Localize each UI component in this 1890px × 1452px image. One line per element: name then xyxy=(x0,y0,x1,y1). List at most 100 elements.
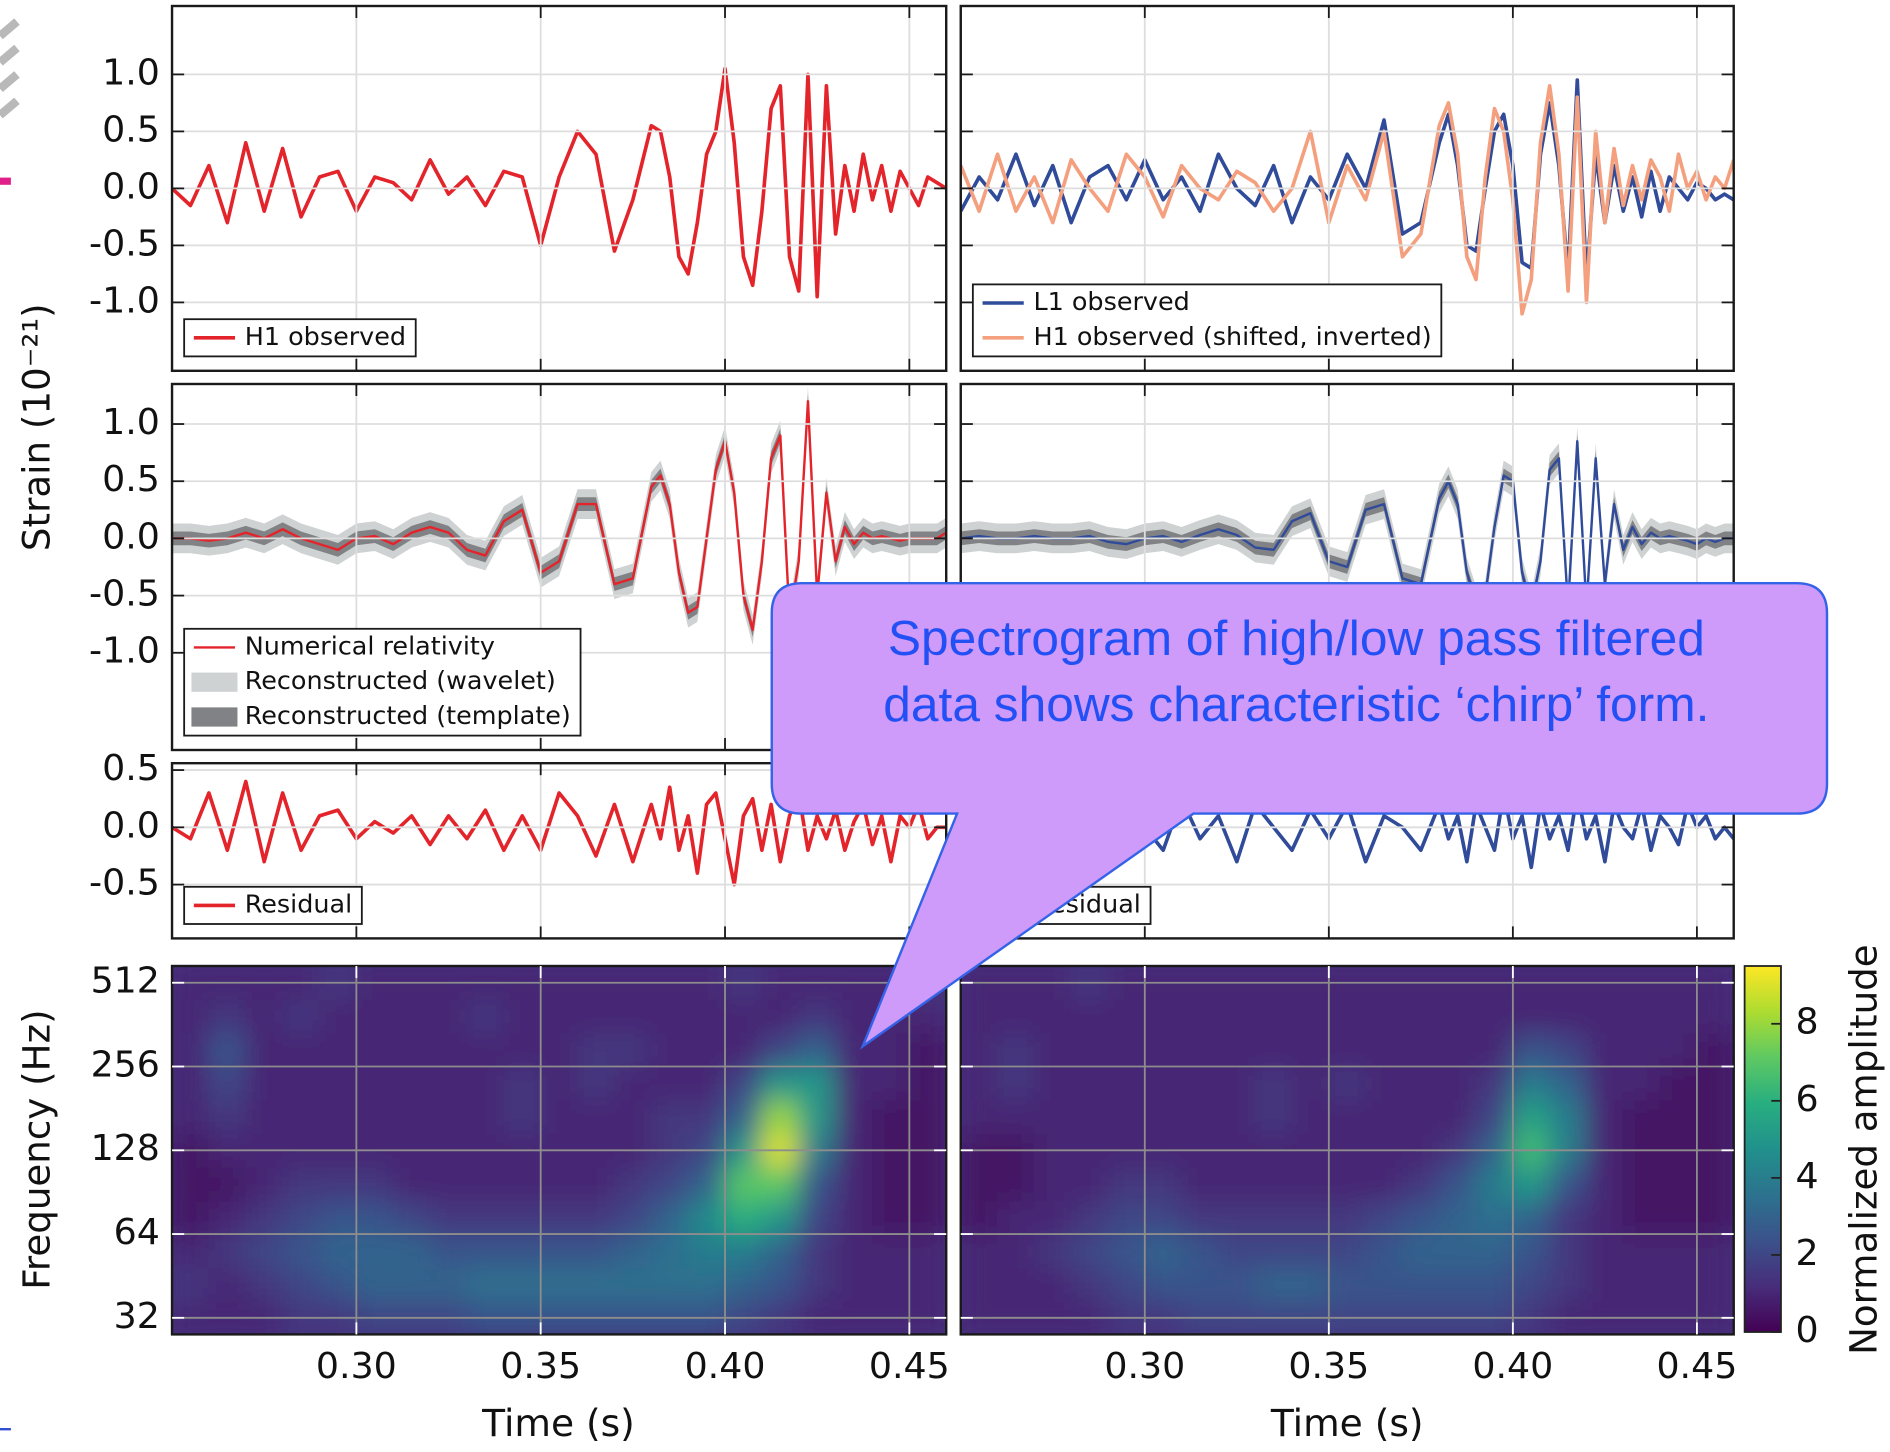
heatmap-cell xyxy=(540,1099,579,1135)
heatmap-cell xyxy=(613,1233,652,1269)
heatmap-cell xyxy=(996,1099,1035,1135)
heatmap-cell xyxy=(1585,1166,1624,1202)
heatmap-cell xyxy=(318,1065,357,1101)
heatmap-cell xyxy=(282,1200,321,1235)
heatmap-cell xyxy=(1180,998,1220,1034)
heatmap-cell xyxy=(172,1266,210,1302)
x-axis-label: Time (s) xyxy=(481,1401,635,1445)
heatmap-cell xyxy=(355,1233,394,1269)
plot-data xyxy=(960,966,1734,1335)
heatmap-cell xyxy=(687,1233,726,1269)
heatmap-cell xyxy=(761,1233,800,1269)
heatmap-cell xyxy=(282,998,321,1034)
heatmap-cell xyxy=(908,1233,947,1269)
heatmap-cell xyxy=(1144,1200,1183,1235)
edge-decor xyxy=(0,18,20,1431)
heatmap-cell xyxy=(835,1166,874,1202)
heatmap-cell xyxy=(540,1032,579,1068)
callout: Spectrogram of high/low pass filtered da… xyxy=(770,582,1829,1050)
plot-data xyxy=(172,779,947,887)
callout-line: data shows characteristic ‘chirp’ form. xyxy=(883,677,1709,732)
heatmap-cell xyxy=(724,1233,763,1269)
plot-data xyxy=(172,66,947,299)
heatmap-cell xyxy=(1254,1032,1293,1068)
heatmap-cell xyxy=(429,1099,468,1135)
heatmap-cell xyxy=(960,1233,999,1269)
heatmap-cell xyxy=(1180,1065,1220,1101)
heatmap-cell xyxy=(1585,998,1624,1034)
y-axis-label: Strain (10⁻²¹) xyxy=(14,303,58,551)
heatmap-cell xyxy=(503,1099,542,1135)
heatmap-cell xyxy=(466,1266,505,1302)
heatmap-cell xyxy=(1438,1266,1477,1302)
heatmap-cell xyxy=(172,1032,210,1068)
heatmap-cell xyxy=(282,1032,321,1068)
heatmap-cell xyxy=(392,998,431,1034)
heatmap-cell xyxy=(650,1099,689,1135)
heatmap-cell xyxy=(355,1266,394,1302)
heatmap-cell xyxy=(1622,1032,1661,1068)
heatmap-cell xyxy=(908,1099,947,1135)
heatmap-cell xyxy=(1070,1166,1109,1202)
heatmap-cell xyxy=(1144,998,1183,1034)
heatmap-cell xyxy=(466,1233,505,1269)
heatmap-cell xyxy=(1070,1233,1109,1269)
y-tick-label: -1.0 xyxy=(89,629,160,672)
legend-label: Reconstructed (wavelet) xyxy=(245,665,556,695)
heatmap-cell xyxy=(172,998,210,1034)
heatmap-cell xyxy=(1549,1166,1588,1202)
heatmap-cell xyxy=(540,1233,579,1269)
heatmap-cell xyxy=(1033,1065,1072,1101)
heatmap-cell xyxy=(1659,1065,1698,1101)
heatmap-cell xyxy=(1438,1065,1477,1101)
heatmap-cell xyxy=(835,1200,874,1235)
heatmap-cell xyxy=(503,1166,542,1202)
heatmap-cell xyxy=(650,1166,689,1202)
heatmap-cell xyxy=(576,1233,616,1269)
heatmap-cell xyxy=(282,1065,321,1101)
heatmap-cell xyxy=(835,998,874,1034)
panel: 0.30 0.35 0.40 0.45 xyxy=(959,964,1737,1387)
heatmap-cell xyxy=(1217,1200,1256,1235)
heatmap-cell xyxy=(1475,1266,1514,1302)
heatmap-cell xyxy=(1144,1233,1183,1269)
heatmap-cell xyxy=(1659,1200,1698,1235)
legend-label: Reconstructed (template) xyxy=(245,700,571,730)
heatmap-cell xyxy=(960,1099,999,1135)
heatmap-cell xyxy=(1438,1200,1477,1235)
heatmap-cell xyxy=(1659,1032,1698,1068)
heatmap-cell xyxy=(1291,1266,1330,1302)
heatmap-cell xyxy=(724,1166,763,1202)
heatmap-cell xyxy=(355,998,394,1034)
heatmap-cell xyxy=(576,1032,616,1068)
heatmap-cell xyxy=(1512,1032,1551,1068)
heatmap-cell xyxy=(172,1200,210,1235)
heatmap-cell xyxy=(1585,1266,1624,1302)
heatmap-cell xyxy=(1217,1032,1256,1068)
heatmap-cell xyxy=(1107,1099,1146,1135)
heatmap-cell xyxy=(1328,998,1367,1034)
heatmap-cell xyxy=(1254,1166,1293,1202)
heatmap-cell xyxy=(724,1200,763,1235)
heatmap-cell xyxy=(245,1166,284,1202)
colorbar-tick-label: 2 xyxy=(1796,1231,1819,1274)
heatmap-cell xyxy=(650,1233,689,1269)
heatmap-cell xyxy=(245,1032,284,1068)
heatmap-cell xyxy=(960,998,999,1034)
heatmap-cell xyxy=(1549,998,1588,1034)
heatmap-cell xyxy=(1107,1032,1146,1068)
heatmap-cell xyxy=(798,1032,837,1068)
heatmap-cell xyxy=(613,1166,652,1202)
heatmap-cell xyxy=(1365,1266,1404,1302)
heatmap-cell xyxy=(724,1065,763,1101)
heatmap-cell xyxy=(576,1266,616,1302)
heatmap-cell xyxy=(798,998,837,1034)
legend-swatch xyxy=(191,707,238,727)
heatmap-cell xyxy=(1107,998,1146,1034)
heatmap-cell xyxy=(1107,1266,1146,1302)
colorbar-tick-label: 6 xyxy=(1796,1077,1819,1120)
heatmap-cell xyxy=(1622,1166,1661,1202)
heatmap-cell xyxy=(1033,1099,1072,1135)
heatmap-cell xyxy=(245,1233,284,1269)
plot-data xyxy=(172,386,947,645)
